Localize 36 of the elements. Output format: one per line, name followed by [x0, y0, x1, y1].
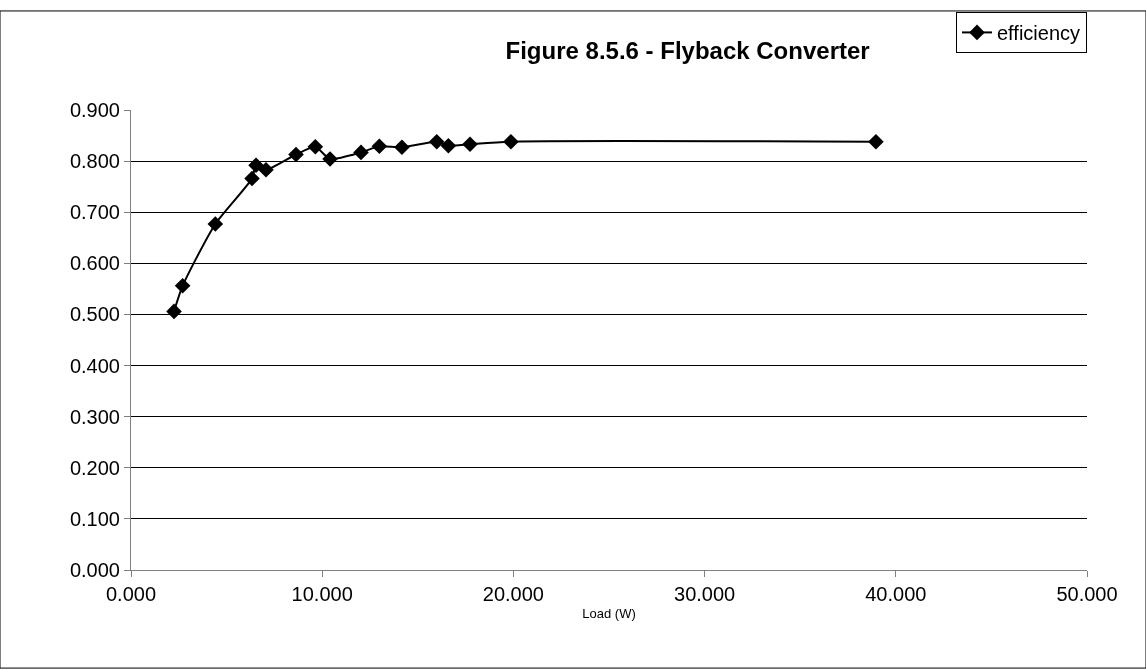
point [207, 216, 224, 232]
point [174, 278, 191, 294]
x-tick-label: 50.000 [1056, 583, 1118, 605]
point [258, 162, 274, 178]
point [244, 170, 260, 187]
point [248, 157, 264, 173]
point [503, 133, 519, 150]
x-tick-label: 0.000 [105, 583, 157, 605]
y-tick-label: 0.000 [69, 559, 120, 581]
x-axis-title: Load (W) [582, 605, 636, 621]
y-tick-label: 0.200 [69, 456, 120, 479]
y-tick-label: 0.700 [69, 201, 120, 224]
point [371, 138, 388, 155]
y-tick-label: 0.900 [69, 99, 120, 121]
point [868, 133, 884, 150]
y-tick-label: 0.500 [69, 303, 120, 326]
y-tick-label: 0.600 [69, 252, 120, 275]
point [353, 144, 369, 161]
point [322, 151, 338, 167]
point [428, 133, 445, 150]
point [166, 303, 182, 320]
x-tick-label: 30.000 [674, 583, 736, 605]
point [462, 136, 478, 153]
x-tick-label: 10.000 [291, 583, 353, 605]
point [288, 146, 304, 163]
y-tick-label: 0.400 [69, 354, 120, 377]
y-tick-label: 0.300 [69, 405, 120, 428]
x-tick-label: 20.000 [482, 583, 544, 605]
point [307, 139, 324, 155]
point [394, 139, 410, 156]
x-tick-label: 40.000 [865, 583, 927, 605]
y-tick-label: 0.800 [69, 150, 120, 173]
chart-title: Figure 8.5.6 - Flyback Converter [505, 36, 870, 64]
legend-label: efficiency [997, 22, 1081, 45]
point [440, 137, 457, 154]
y-tick-label: 0.100 [69, 507, 120, 530]
